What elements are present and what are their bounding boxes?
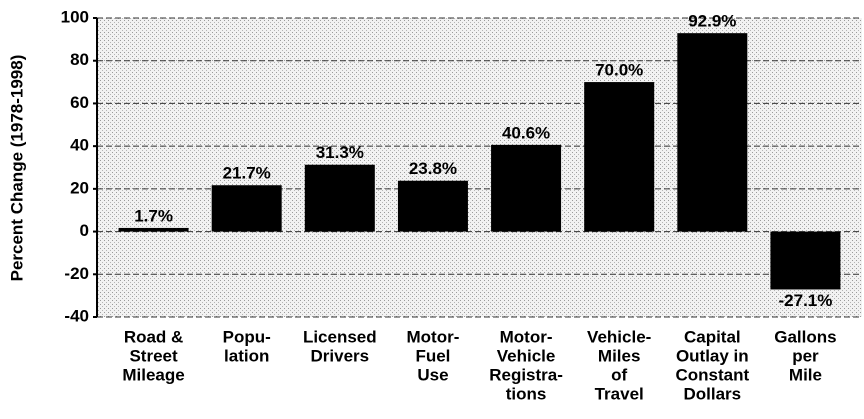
y-tick-label: -20 [64,264,89,283]
x-tick-label: Gallons [774,327,836,346]
bar [118,227,189,232]
x-tick-label: Outlay in [676,346,749,365]
bar [677,33,748,232]
x-tick-label: tions [506,384,547,403]
y-axis-label: Percent Change (1978-1998) [7,55,26,282]
y-tick-label: 60 [70,93,89,112]
value-label: 92.9% [688,12,736,31]
value-label: 1.7% [134,206,173,225]
value-label: 23.8% [409,159,457,178]
x-tick-label: Registra- [489,365,563,384]
y-tick-label: 0 [80,221,89,240]
x-tick-label: lation [224,346,269,365]
value-label: 70.0% [595,61,643,80]
x-tick-label: Street [129,346,178,365]
bar [211,185,282,232]
bar [304,164,375,232]
x-tick-label: Miles [598,346,641,365]
x-tick-label: Licensed [303,327,377,346]
y-tick-label: 40 [70,136,89,155]
value-label: 40.6% [502,123,550,142]
y-tick-label: 20 [70,178,89,197]
x-tick-label: Drivers [311,346,370,365]
value-label: 21.7% [223,164,271,183]
x-tick-label: Dollars [683,384,741,403]
y-tick-label: 80 [70,50,89,69]
value-label: -27.1% [779,291,833,310]
x-tick-label: Capital [684,327,741,346]
bar [491,144,562,232]
x-tick-label: Fuel [415,346,450,365]
x-tick-label: per [792,346,819,365]
x-tick-label: Vehicle [497,346,556,365]
x-tick-label: Use [417,365,448,384]
x-tick-label: Popu- [223,327,271,346]
y-tick-label: 100 [61,7,89,26]
x-tick-label: Mile [789,365,822,384]
x-tick-label: of [611,365,627,384]
bar [584,82,655,232]
x-tick-label: Vehicle- [587,327,651,346]
value-label: 31.3% [316,143,364,162]
x-tick-label: Travel [595,384,644,403]
x-tick-label: Road & [124,327,184,346]
x-tick-label: Constant [675,365,749,384]
x-tick-label: Motor- [500,327,553,346]
bar [397,180,468,232]
x-tick-label: Mileage [122,365,184,384]
y-tick-label: -40 [64,306,89,325]
x-tick-label: Motor- [407,327,460,346]
bar [770,231,841,290]
